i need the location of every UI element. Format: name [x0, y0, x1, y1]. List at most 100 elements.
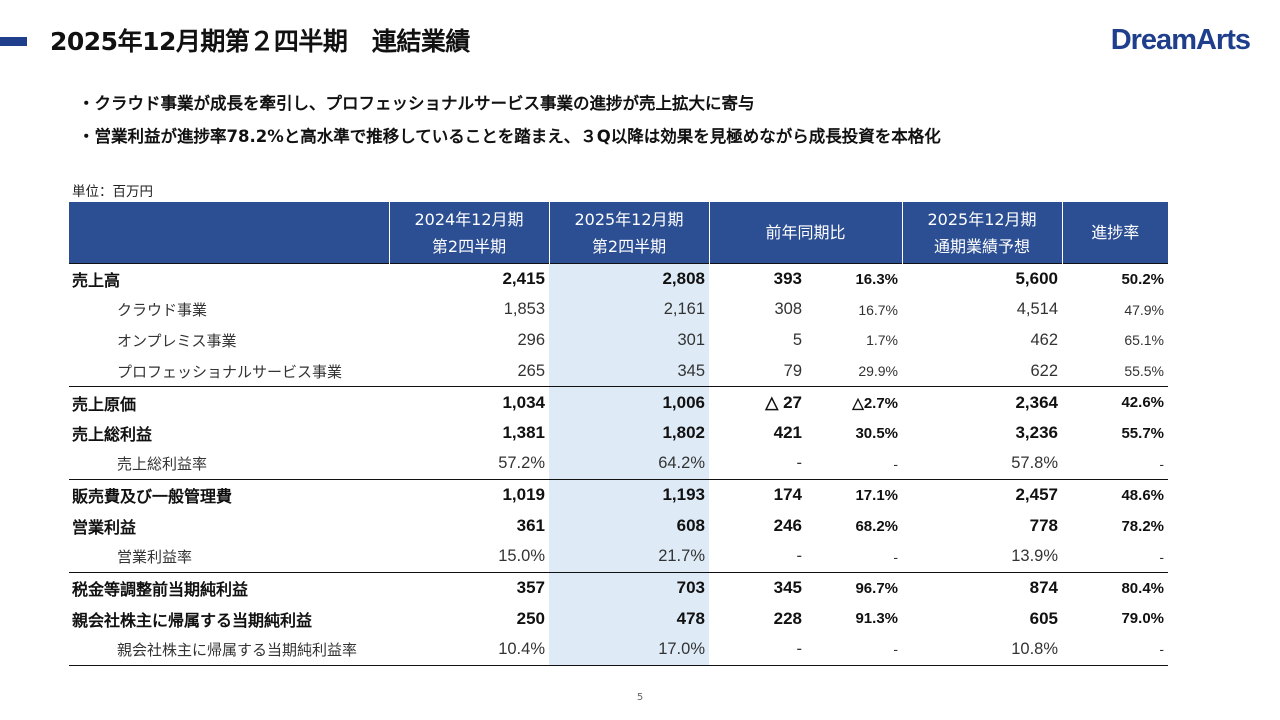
- progress-rate: 42.6%: [1062, 386, 1169, 418]
- yoy-pct: -: [893, 455, 899, 472]
- value-2025: 21.7%: [549, 541, 709, 573]
- forecast-value: 57.8%: [1011, 454, 1059, 473]
- yoy-diff: -: [709, 634, 806, 666]
- value-2024: 361: [516, 516, 545, 536]
- progress-rate: 50.2%: [1121, 270, 1165, 288]
- table-row: 親会社株主に帰属する当期純利益率 10.4% 17.0% - -10.8% -: [69, 634, 1169, 666]
- row-label: 親会社株主に帰属する当期純利益率: [69, 634, 389, 666]
- table-row: プロフェッショナルサービス事業 265 345 79 29.9% 622 55.5%: [69, 355, 1168, 387]
- row-label: プロフェッショナルサービス事業: [117, 362, 343, 381]
- progress-rate: 65.1%: [1124, 332, 1165, 349]
- header-yoy: 前年同期比: [708, 202, 903, 264]
- yoy-diff: 246: [773, 516, 802, 536]
- value-2025: 17.0%: [549, 634, 709, 666]
- yoy-pct: 91.3%: [855, 610, 899, 628]
- page-title: 2025年12月期第２四半期 連結業績: [50, 27, 470, 56]
- yoy-pct: △2.7%: [806, 386, 903, 418]
- header-2025-q2: 2025年12月期 第2四半期: [548, 202, 709, 264]
- forecast-value: 874: [902, 571, 1063, 604]
- value-2024: 2,415: [502, 269, 545, 289]
- header-line: 第2四半期: [431, 236, 507, 256]
- forecast-value: 10.8%: [902, 634, 1063, 666]
- yoy-pct: 16.3%: [855, 270, 899, 288]
- forecast-value: 13.9%: [1011, 547, 1059, 566]
- value-2024: 15.0%: [498, 547, 545, 566]
- yoy-pct: 1.7%: [866, 332, 899, 349]
- value-2024: 265: [517, 361, 545, 380]
- table-row: 売上原価 1,034 1,006 △ 27 △2.7% 2,364 42.6%: [69, 386, 1169, 418]
- yoy-diff: 174: [709, 479, 806, 511]
- value-2024: 357: [389, 571, 549, 604]
- row-label: 売上高: [72, 271, 121, 291]
- row-label: 売上総利益: [72, 425, 153, 445]
- header-line: 通期業績予想: [934, 236, 1031, 256]
- table-row: 税金等調整前当期純利益 357 703 345 96.7% 874 80.4%: [69, 571, 1169, 604]
- bullet-item: ・営業利益が進捗率78.2%と高水準で推移していることを踏まえ、３Q以降は効果を…: [78, 127, 941, 146]
- row-label: 販売費及び一般管理費: [69, 479, 389, 511]
- value-2024: 10.4%: [389, 634, 549, 666]
- dreamarts-logo: DreamArts: [1110, 24, 1251, 56]
- header-progress: 進捗率: [1061, 202, 1169, 264]
- yoy-diff: 308: [774, 300, 802, 319]
- yoy-diff: 345: [709, 571, 806, 604]
- forecast-value: 605: [1029, 608, 1059, 628]
- yoy-diff: 5: [792, 330, 802, 349]
- yoy-diff: 79: [783, 361, 802, 380]
- progress-rate: -: [1062, 634, 1169, 666]
- header-line: 第2四半期: [591, 236, 667, 256]
- unit-label: 単位：百万円: [72, 184, 153, 200]
- progress-rate: -: [1159, 548, 1165, 565]
- table-row: オンプレミス事業 296 301 5 1.7% 462 65.1%: [69, 325, 1168, 356]
- forecast-value: 462: [1030, 330, 1059, 349]
- row-label: 税金等調整前当期純利益: [69, 571, 389, 604]
- value-2025: 345: [549, 355, 709, 387]
- header-2024-q2: 2024年12月期 第2四半期: [388, 202, 549, 264]
- table-row: 営業利益 361 608 246 68.2% 778 78.2%: [69, 510, 1168, 542]
- value-2025: 2,808: [549, 263, 709, 295]
- table-row: クラウド事業 1,853 2,161 308 16.7% 4,514 47.9%: [69, 294, 1168, 326]
- title-accent-bar: [0, 37, 27, 46]
- forecast-value: 622: [1030, 361, 1059, 380]
- value-2024: 1,853: [503, 300, 545, 319]
- consolidated-results-table: 2024年12月期 第2四半期 2025年12月期 第2四半期 前年同期比 20…: [69, 202, 1169, 666]
- yoy-pct: 96.7%: [806, 571, 903, 604]
- yoy-pct: 16.7%: [858, 301, 899, 318]
- header-item: [69, 202, 389, 264]
- table-row: 営業利益率 15.0% 21.7% - - 13.9% -: [69, 541, 1168, 573]
- yoy-diff: -: [796, 454, 803, 473]
- yoy-pct: -: [806, 634, 903, 666]
- value-2025: 2,161: [549, 294, 709, 326]
- forecast-value: 778: [1029, 516, 1059, 536]
- yoy-pct: 68.2%: [855, 517, 899, 535]
- header-forecast: 2025年12月期 通期業績予想: [901, 202, 1063, 264]
- value-2025: 478: [549, 603, 709, 635]
- row-label: 売上総利益率: [117, 455, 208, 474]
- row-label: 営業利益: [72, 518, 137, 538]
- forecast-value: 2,364: [902, 386, 1063, 418]
- value-2025: 64.2%: [549, 448, 709, 480]
- yoy-diff: 421: [773, 423, 802, 443]
- value-2024: 250: [516, 608, 545, 628]
- yoy-pct: 29.9%: [858, 363, 899, 380]
- yoy-diff: 228: [773, 608, 802, 628]
- table-row: 売上高 2,415 2,808 393 16.3% 5,600 50.2%: [69, 263, 1168, 295]
- header-line: 2024年12月期: [414, 209, 524, 229]
- page-number: 5: [636, 692, 644, 703]
- progress-rate: 78.2%: [1121, 517, 1165, 535]
- row-label: 売上原価: [69, 386, 389, 418]
- progress-rate: 47.9%: [1124, 301, 1165, 318]
- value-2025: 703: [549, 571, 709, 604]
- value-2025: 1,802: [549, 417, 709, 449]
- table-row: 売上総利益率 57.2% 64.2% - - 57.8% -: [69, 448, 1168, 480]
- value-2025: 301: [549, 325, 709, 356]
- yoy-pct: 17.1%: [806, 479, 903, 511]
- value-2024: 1,381: [502, 423, 545, 443]
- progress-rate: 48.6%: [1062, 479, 1169, 511]
- header-line: 2025年12月期: [574, 209, 684, 229]
- row-label: 親会社株主に帰属する当期純利益: [72, 610, 313, 630]
- header-line: 2025年12月期: [927, 209, 1037, 229]
- forecast-value: 4,514: [1016, 300, 1059, 319]
- value-2025: 1,006: [549, 386, 709, 418]
- bullet-item: ・クラウド事業が成長を牽引し、プロフェッショナルサービス事業の進捗が売上拡大に寄…: [78, 94, 755, 113]
- row-label: クラウド事業: [117, 301, 208, 320]
